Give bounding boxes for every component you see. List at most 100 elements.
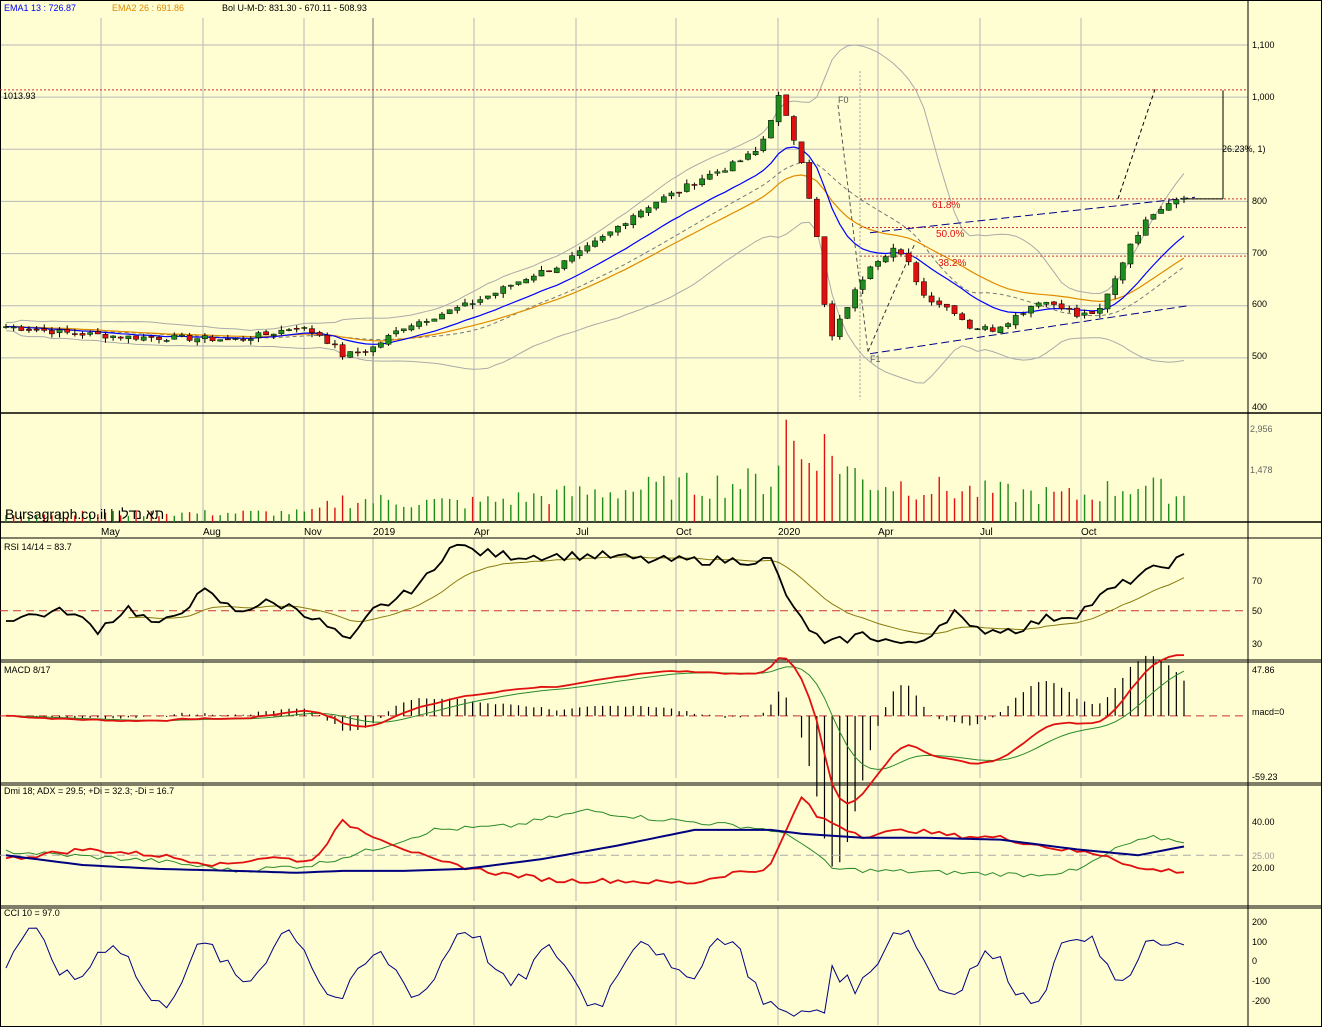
candle-body	[1043, 302, 1050, 305]
upper-channel-line	[869, 196, 1196, 234]
volume-bar	[517, 492, 520, 522]
candle-body	[377, 342, 384, 348]
candle-body	[913, 262, 920, 283]
volume-bar	[892, 491, 895, 522]
candle-body	[1020, 313, 1027, 315]
candle-body	[959, 313, 966, 320]
candle-body	[944, 303, 950, 308]
volume-bar	[1007, 483, 1009, 522]
candle-body	[928, 295, 935, 303]
adx-line	[5, 828, 1185, 874]
candle-body	[699, 178, 705, 186]
volume-bar	[227, 512, 229, 522]
volume-bar	[701, 495, 703, 522]
volume-bar	[777, 465, 780, 522]
volume-bar	[686, 472, 688, 522]
candle-body	[745, 153, 751, 160]
volume-bar	[135, 510, 137, 522]
bollinger-lower	[5, 221, 1185, 384]
candle-body	[553, 267, 560, 273]
volume-bar	[1175, 496, 1178, 522]
volume-bar	[204, 510, 206, 522]
price-tick-label: 700	[1252, 248, 1267, 258]
x-axis-labels: May Aug Nov 2019 Apr Jul Oct 2020 Apr Ju…	[101, 527, 1097, 538]
ema1-label: EMA1 13 : 726.87	[4, 3, 76, 13]
minus-di-line	[5, 795, 1185, 885]
fib-382-label: 38.2%	[938, 258, 966, 269]
volume-bar	[58, 513, 61, 522]
candle-body	[263, 331, 269, 335]
cci-tick-label: 200	[1252, 917, 1267, 927]
x-tick-label: Nov	[304, 527, 322, 538]
dmi-lines	[0, 795, 1248, 885]
lower-channel-line	[869, 305, 1189, 355]
candle-body	[1119, 262, 1126, 281]
volume-bar	[831, 455, 833, 522]
volume-bar	[770, 486, 772, 522]
candle-body	[94, 331, 101, 335]
candle-body	[385, 335, 392, 345]
candle-body	[569, 255, 575, 262]
volume-bar	[142, 516, 145, 522]
volume-bar	[946, 491, 948, 522]
candle-body	[133, 335, 139, 340]
cci-title: CCI 10 = 97.0	[4, 908, 60, 918]
candle-body	[416, 321, 422, 327]
candle-body	[217, 339, 224, 342]
candle-body	[293, 328, 300, 330]
candle-body	[1035, 302, 1042, 307]
volume-bar	[1183, 495, 1185, 522]
volume-bar	[1137, 488, 1139, 522]
candle-body	[638, 210, 644, 218]
candle-body	[179, 334, 185, 337]
volume-bar	[479, 501, 481, 522]
volume-bar	[165, 513, 168, 522]
rsi-tick-label: 50	[1252, 606, 1262, 616]
candle-body	[561, 260, 568, 269]
volume-bar	[1030, 490, 1032, 522]
volume-bar	[43, 514, 45, 522]
candle-body	[768, 120, 774, 139]
volume-bar	[234, 513, 237, 522]
volume-bar	[884, 487, 887, 522]
candle-body	[393, 330, 399, 335]
volume-bar	[754, 473, 757, 522]
volume-bar	[318, 507, 321, 522]
candle-body	[1051, 301, 1057, 305]
candle-body	[791, 116, 797, 141]
volume-bar	[647, 476, 650, 522]
volume-bar	[716, 475, 719, 522]
cci-tick-label: 0	[1252, 956, 1257, 966]
volume-bar	[1045, 487, 1048, 522]
volume-bar	[1076, 499, 1078, 522]
volume-bar	[571, 496, 573, 522]
candle-body	[18, 326, 25, 331]
price-tick-label: 400	[1252, 402, 1267, 412]
volume-bar	[188, 512, 191, 522]
volume-bar	[724, 497, 726, 522]
candle-body	[683, 183, 690, 192]
candle-body	[1173, 199, 1180, 205]
candle-body	[1181, 197, 1187, 200]
volume-bar	[938, 476, 940, 522]
candle-body	[508, 284, 514, 287]
candle-body	[1012, 315, 1019, 326]
candle-body	[477, 299, 484, 303]
candle-body	[224, 338, 231, 341]
dmi-tick-label: 25.00	[1252, 851, 1275, 861]
candle-body	[10, 326, 17, 329]
macd-signal-line	[5, 666, 1185, 771]
volume-bar	[609, 492, 611, 522]
candle-body	[209, 336, 216, 342]
x-tick-label: Jul	[576, 527, 589, 538]
candle-body	[775, 95, 782, 123]
plus-di-line	[5, 808, 1185, 878]
candle-body	[844, 307, 851, 319]
candle-body	[316, 332, 323, 336]
candle-body	[247, 338, 254, 341]
volume-bar	[563, 485, 566, 522]
candle-body	[668, 192, 675, 197]
volume-bar	[395, 504, 397, 522]
price-tick-label: 800	[1252, 196, 1267, 206]
volume-bar	[303, 511, 306, 522]
